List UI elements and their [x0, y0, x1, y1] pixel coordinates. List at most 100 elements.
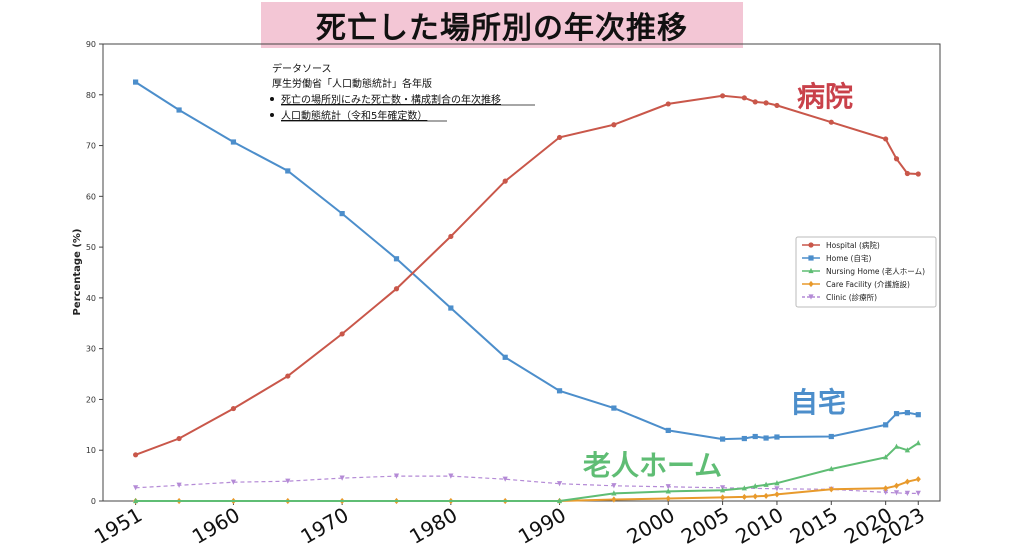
hospital-callout: 病院: [797, 80, 853, 113]
data-point: [828, 465, 834, 472]
data-point: [556, 134, 563, 141]
x-tick-label: 2000: [623, 503, 679, 549]
legend-label: Home (自宅): [826, 253, 871, 263]
series-1: [133, 79, 921, 442]
data-point: [339, 475, 345, 481]
data-point: [230, 139, 237, 145]
legend-label: Clinic (診療所): [826, 292, 877, 302]
data-point: [915, 412, 921, 418]
x-tick-label: 1980: [405, 503, 461, 549]
data-point: [763, 492, 769, 500]
source-link-2[interactable]: 人口動態統計（令和5年確定数）: [281, 109, 427, 122]
data-point: [176, 107, 182, 113]
data-point: [611, 483, 617, 489]
y-axis: 0 10 20 30 40 50 60 70 80 90: [86, 40, 103, 506]
chart-title: 死亡した場所別の年次推移: [261, 2, 743, 48]
source-link-1[interactable]: 死亡の場所別にみた死亡数・構成割合の年次推移: [281, 93, 501, 106]
y-tick-label: 20: [86, 395, 96, 404]
data-point: [893, 490, 900, 496]
legend-marker: [808, 280, 814, 288]
data-point: [893, 443, 900, 449]
data-point: [285, 168, 291, 174]
series-line: [135, 475, 919, 494]
data-point: [611, 496, 617, 503]
data-point: [665, 495, 671, 502]
data-point: [828, 119, 834, 125]
legend-label: Care Facility (介護施設): [826, 279, 910, 289]
data-point: [904, 170, 910, 177]
y-tick-label: 0: [91, 497, 96, 506]
data-point: [763, 100, 769, 106]
x-tick-label: 2005: [677, 503, 733, 549]
data-point: [883, 422, 889, 428]
data-point: [774, 434, 780, 440]
data-point: [285, 478, 291, 484]
data-point: [611, 490, 617, 496]
data-point: [752, 99, 758, 105]
data-point: [556, 497, 563, 504]
data-point: [176, 482, 182, 488]
home-callout: 自宅: [790, 386, 846, 419]
y-tick-label: 60: [86, 192, 96, 201]
bullet-icon: [270, 97, 274, 101]
source-heading: データソース: [272, 62, 332, 75]
data-point: [741, 493, 747, 501]
data-point: [752, 483, 758, 489]
data-point: [741, 435, 747, 442]
data-point: [393, 473, 400, 479]
legend-label: Hospital (病院): [826, 240, 880, 250]
data-point: [339, 331, 345, 337]
legend-box: [795, 236, 937, 308]
source-publisher: 厚生労働省「人口動態統計」各年版: [272, 77, 432, 90]
series-0: [133, 93, 921, 458]
x-tick-label: 1951: [90, 503, 146, 549]
data-point: [915, 171, 921, 177]
data-point: [904, 478, 910, 485]
data-point: [893, 156, 900, 162]
data-point: [774, 102, 780, 109]
legend-marker: [808, 242, 814, 248]
data-point: [665, 427, 671, 434]
data-point: [393, 286, 400, 292]
series-line: [135, 478, 919, 502]
data-point: [556, 481, 563, 487]
data-point: [915, 476, 921, 483]
source-note: データソース 厚生労働省「人口動態統計」各年版 死亡の場所別にみた死亡数・構成割…: [270, 62, 535, 122]
x-tick-label: 1960: [188, 503, 244, 549]
series-2: [133, 440, 921, 504]
y-tick-label: 70: [86, 142, 96, 151]
legend: Hospital (病院) Home (自宅) Nursing Home (老人ホー…: [795, 236, 937, 308]
legend-marker: [808, 267, 814, 274]
data-point: [883, 454, 889, 460]
x-tick-label: 2010: [731, 503, 787, 549]
data-point: [719, 494, 726, 501]
x-tick-label: 1990: [514, 503, 570, 549]
data-point: [502, 178, 508, 184]
data-point: [230, 405, 237, 412]
data-point: [133, 497, 139, 504]
data-point: [133, 452, 139, 458]
data-point: [393, 256, 400, 262]
data-point: [774, 480, 780, 486]
x-tick-label: 2015: [786, 503, 842, 549]
y-axis-label: Percentage (%): [72, 229, 83, 316]
y-tick-label: 80: [86, 91, 96, 100]
data-point: [763, 435, 769, 441]
data-point: [502, 476, 508, 482]
legend-marker: [808, 294, 814, 300]
data-point: [774, 486, 780, 492]
data-point: [741, 95, 747, 101]
nursing-home-callout: 老人ホーム: [583, 449, 722, 482]
data-point: [448, 473, 454, 479]
series-4: [133, 473, 921, 496]
data-point: [611, 122, 617, 128]
data-point: [774, 491, 780, 498]
data-point: [285, 373, 291, 379]
series-layer: [133, 79, 921, 505]
data-point: [828, 433, 834, 440]
data-point: [828, 486, 834, 493]
data-point: [448, 305, 454, 311]
data-point: [665, 484, 671, 490]
data-point: [230, 479, 237, 485]
